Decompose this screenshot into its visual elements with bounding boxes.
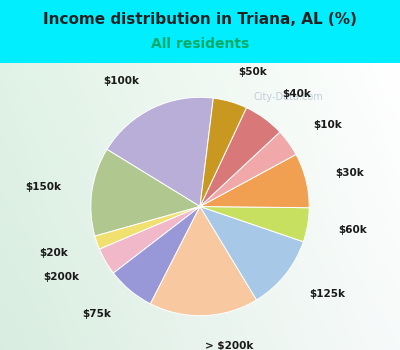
Wedge shape <box>200 98 246 206</box>
Text: Income distribution in Triana, AL (%): Income distribution in Triana, AL (%) <box>43 12 357 27</box>
Wedge shape <box>95 206 200 249</box>
Text: > $200k: > $200k <box>205 341 254 350</box>
Text: $50k: $50k <box>239 67 268 77</box>
Text: $150k: $150k <box>26 182 62 192</box>
Text: $100k: $100k <box>103 76 139 86</box>
Wedge shape <box>91 149 200 236</box>
Text: $75k: $75k <box>82 309 111 319</box>
Text: $125k: $125k <box>309 289 345 299</box>
Wedge shape <box>107 97 213 206</box>
Text: $20k: $20k <box>39 248 68 258</box>
Text: $200k: $200k <box>43 272 79 282</box>
Wedge shape <box>150 206 256 316</box>
Wedge shape <box>200 206 303 300</box>
Text: $40k: $40k <box>282 89 311 99</box>
Wedge shape <box>100 206 200 273</box>
Wedge shape <box>200 206 309 242</box>
Wedge shape <box>200 108 280 206</box>
Text: $30k: $30k <box>336 168 364 178</box>
Text: $10k: $10k <box>314 120 342 130</box>
Wedge shape <box>114 206 200 304</box>
Wedge shape <box>200 132 296 206</box>
Wedge shape <box>200 154 309 208</box>
Text: $60k: $60k <box>338 225 366 235</box>
Text: All residents: All residents <box>151 37 249 51</box>
Text: City-Data.com: City-Data.com <box>253 92 323 103</box>
